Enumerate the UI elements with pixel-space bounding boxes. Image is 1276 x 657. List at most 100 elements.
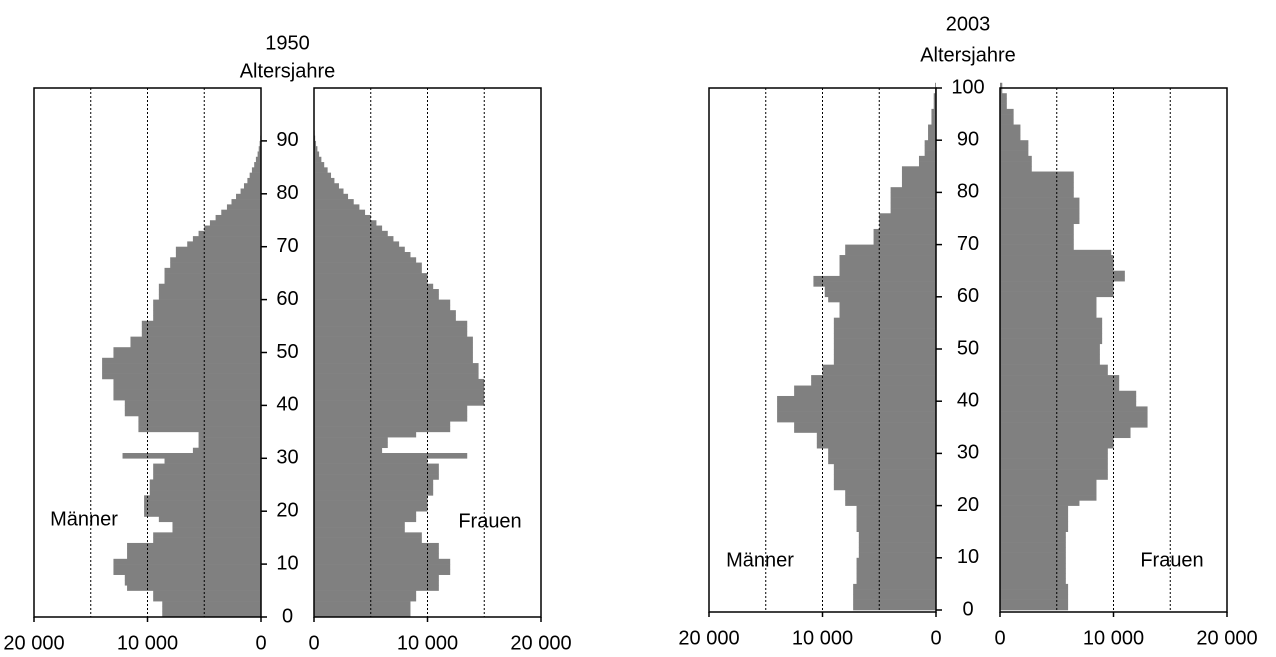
bar <box>879 213 936 219</box>
bar <box>162 601 261 607</box>
bar <box>839 260 936 266</box>
bar <box>1000 458 1108 465</box>
bar <box>777 401 936 407</box>
y-tick-label: 30 <box>957 442 979 464</box>
x-tick-label: 10 000 <box>792 627 853 649</box>
bar <box>204 225 261 232</box>
bar <box>102 357 261 364</box>
bar <box>933 93 936 99</box>
bar <box>102 373 261 380</box>
bar <box>153 474 261 480</box>
bar <box>833 474 936 480</box>
bar <box>1000 317 1103 324</box>
bar <box>1000 547 1066 553</box>
bar <box>314 251 411 258</box>
bar <box>924 140 936 146</box>
bar <box>890 192 936 198</box>
bar <box>1000 510 1069 517</box>
bar <box>314 289 439 295</box>
bar <box>1000 448 1108 454</box>
bar <box>158 516 261 523</box>
bar <box>192 447 261 454</box>
bar <box>198 431 261 438</box>
bar <box>231 199 261 205</box>
bar <box>931 108 936 115</box>
bar <box>828 458 936 465</box>
bar <box>314 347 473 353</box>
bar <box>175 251 261 258</box>
bar <box>856 510 936 517</box>
chart-title: 1950 <box>265 32 310 54</box>
bar <box>839 307 936 313</box>
bar <box>314 304 451 311</box>
bar <box>314 437 388 443</box>
bar <box>833 484 936 491</box>
bar <box>314 283 434 290</box>
bar <box>314 479 434 486</box>
bar <box>833 328 936 334</box>
bar <box>858 542 936 548</box>
bar <box>314 336 473 343</box>
bar <box>192 236 261 242</box>
bar <box>1000 140 1029 146</box>
bar <box>858 536 936 543</box>
bar <box>130 341 261 348</box>
bar <box>314 558 451 565</box>
bar <box>113 378 261 385</box>
bar <box>1000 275 1125 282</box>
bar <box>811 375 936 381</box>
bar <box>314 352 473 359</box>
bar <box>1000 474 1108 480</box>
x-tick-label: 10 000 <box>397 632 458 654</box>
bar <box>138 421 261 427</box>
bar <box>153 310 261 316</box>
bar <box>1000 270 1125 277</box>
bar <box>164 273 261 279</box>
bar <box>856 573 936 579</box>
bar <box>931 119 936 125</box>
bar <box>141 326 261 332</box>
bar <box>175 246 261 253</box>
bar <box>794 422 936 428</box>
y-tick-label: 60 <box>957 285 979 307</box>
bar <box>824 291 936 298</box>
bar <box>314 209 366 216</box>
bar <box>314 384 485 390</box>
bar <box>141 331 261 337</box>
bar <box>1000 594 1069 600</box>
bar <box>1000 171 1074 178</box>
bar <box>314 500 428 507</box>
bar <box>1000 401 1137 407</box>
bar <box>314 172 332 179</box>
bar <box>314 410 468 417</box>
bar <box>314 431 417 438</box>
bar <box>1000 416 1148 423</box>
bar <box>138 426 261 433</box>
bar <box>845 249 936 256</box>
bar <box>314 167 328 173</box>
bar <box>144 495 261 501</box>
bar <box>122 453 261 459</box>
y-tick-label: 50 <box>957 337 979 359</box>
bar <box>879 218 936 225</box>
bar <box>124 405 261 411</box>
bar <box>1000 93 1007 99</box>
bar <box>1000 98 1007 104</box>
x-tick-label: 0 <box>930 627 941 649</box>
bar <box>1000 422 1148 428</box>
bar <box>1000 599 1069 606</box>
bar <box>314 151 320 158</box>
bar <box>794 427 936 433</box>
bar <box>158 289 261 295</box>
bar <box>873 239 936 245</box>
x-tick-label: 20 000 <box>510 632 571 654</box>
y-tick-label: 50 <box>276 341 298 363</box>
bar <box>144 511 261 517</box>
bar <box>127 548 261 554</box>
bar <box>928 124 936 131</box>
bar <box>1000 88 1003 94</box>
bar <box>164 458 261 464</box>
bar <box>127 585 261 591</box>
bar <box>811 380 936 386</box>
bar <box>314 363 479 369</box>
